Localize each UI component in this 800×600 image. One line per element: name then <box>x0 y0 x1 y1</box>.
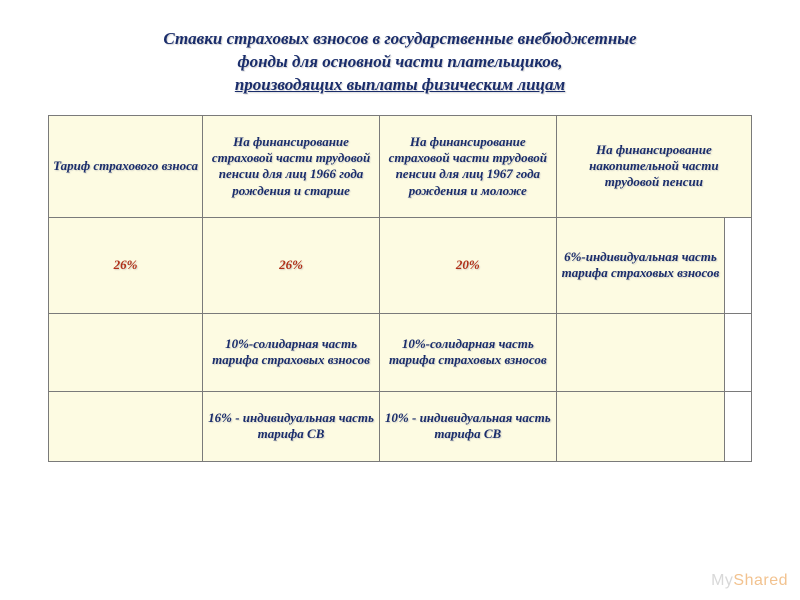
cell-r3-c2: 10%-солидарная часть тарифа страховых вз… <box>203 313 380 391</box>
cell-r3-extra <box>725 313 752 391</box>
watermark: MyShared <box>711 572 788 590</box>
cell-r2-c2: 26% <box>203 217 380 313</box>
cell-r3-c3: 10%-солидарная часть тарифа страховых вз… <box>379 313 556 391</box>
table-row: 26% 26% 20% 6%-индивидуальная часть тари… <box>49 217 752 313</box>
slide-title: Ставки страховых взносов в государственн… <box>0 0 800 115</box>
col-header-4: На финансирование накопительной части тр… <box>556 115 751 217</box>
col-header-1: Тариф страхового взноса <box>49 115 203 217</box>
cell-r3-c1 <box>49 313 203 391</box>
title-line-2: фонды для основной части плательщиков, <box>237 52 562 71</box>
table-row: 16% - индивидуальная часть тарифа СВ 10%… <box>49 391 752 461</box>
table-container: Тариф страхового взноса На финансировани… <box>0 115 800 462</box>
cell-r4-extra <box>725 391 752 461</box>
watermark-shared: Shared <box>733 572 788 589</box>
title-line-3: производящих выплаты физическим лицам <box>235 75 565 94</box>
col-header-2: На финансирование страховой части трудов… <box>203 115 380 217</box>
cell-r3-c4 <box>556 313 725 391</box>
cell-r4-c2: 16% - индивидуальная часть тарифа СВ <box>203 391 380 461</box>
table-row: 10%-солидарная часть тарифа страховых вз… <box>49 313 752 391</box>
cell-r2-c4: 6%-индивидуальная часть тарифа страховых… <box>556 217 725 313</box>
cell-r2-extra <box>725 217 752 313</box>
title-line-1: Ставки страховых взносов в государственн… <box>163 29 636 48</box>
cell-r4-c3: 10% - индивидуальная часть тарифа СВ <box>379 391 556 461</box>
cell-r4-c1 <box>49 391 203 461</box>
cell-r2-c1: 26% <box>49 217 203 313</box>
rates-table: Тариф страхового взноса На финансировани… <box>48 115 752 462</box>
col-header-3: На финансирование страховой части трудов… <box>379 115 556 217</box>
cell-r2-c3: 20% <box>379 217 556 313</box>
watermark-my: My <box>711 572 733 589</box>
table-header-row: Тариф страхового взноса На финансировани… <box>49 115 752 217</box>
cell-r4-c4 <box>556 391 725 461</box>
